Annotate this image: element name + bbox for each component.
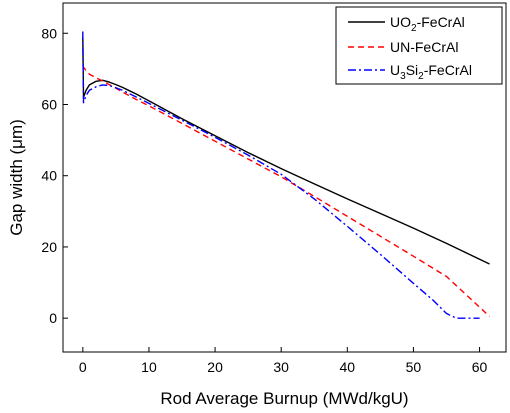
x-tick-label: 10 [141, 359, 157, 375]
legend-label-u3si2: U3Si2-FeCrAl [390, 62, 472, 82]
x-tick-label: 50 [406, 359, 422, 375]
y-tick-label: 40 [41, 168, 57, 184]
legend-box [335, 6, 503, 85]
y-axis: 0 20 40 60 80 [41, 25, 68, 326]
x-tick-label: 30 [273, 359, 289, 375]
y-tick-label: 60 [41, 96, 57, 112]
series-line-un [82, 65, 490, 317]
y-tick-label: 20 [41, 239, 57, 255]
series-lines [82, 31, 490, 319]
x-axis: 0 10 20 30 40 50 60 [79, 347, 488, 375]
x-tick-label: 40 [340, 359, 356, 375]
series-line-u3si2 [82, 31, 480, 319]
x-tick-label: 0 [79, 359, 87, 375]
legend-label-uo2: UO2-FeCrAl [390, 14, 465, 34]
x-axis-label: Rod Average Burnup (MWd/kgU) [160, 389, 408, 408]
x-tick-label: 60 [472, 359, 488, 375]
plot-frame [62, 2, 507, 353]
y-tick-label: 0 [49, 310, 57, 326]
y-axis-label: Gap width (μm) [7, 119, 26, 236]
series-line-uo2 [82, 36, 490, 265]
x-tick-label: 20 [207, 359, 223, 375]
legend-label-un: UN-FeCrAl [390, 39, 458, 55]
y-tick-label: 80 [41, 25, 57, 41]
legend: UO2-FeCrAl UN-FeCrAl U3Si2-FeCrAl [335, 6, 503, 85]
